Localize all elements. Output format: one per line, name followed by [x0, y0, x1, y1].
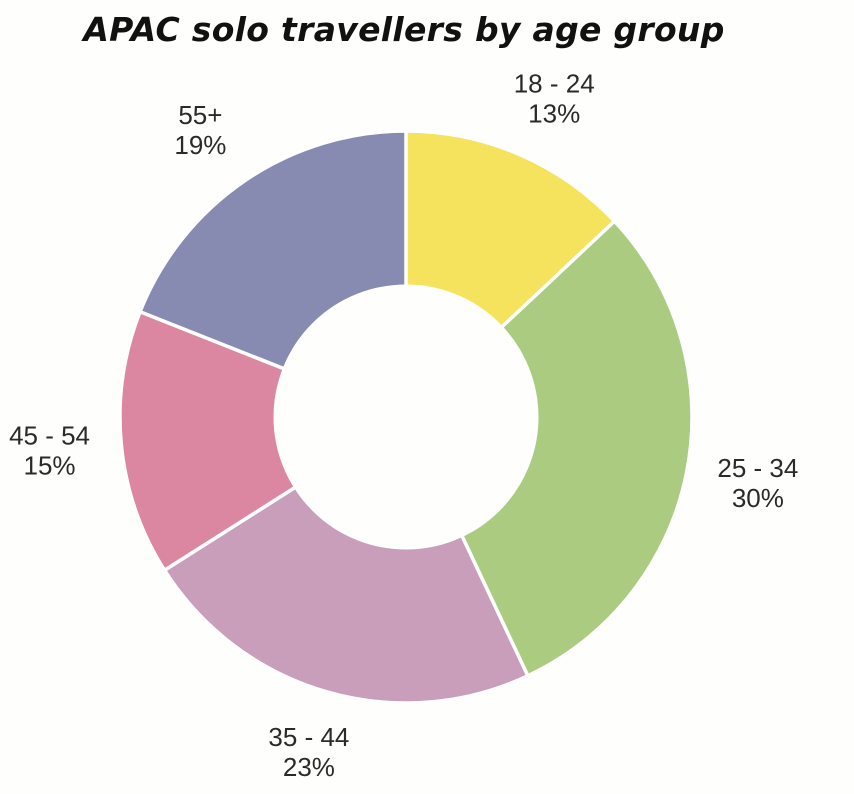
donut-hole [273, 284, 539, 550]
category-label: 25 - 34 [717, 453, 798, 483]
category-label: 35 - 44 [268, 722, 349, 752]
category-label: 18 - 24 [514, 69, 595, 99]
slice-labels: 18 - 24 13% 25 - 34 30% 35 - 44 23% 45 - 54 15%… [9, 69, 798, 783]
percent-label: 13% [528, 99, 580, 129]
chart-title: APAC solo travellers by age group [83, 10, 725, 49]
slice-label-35-44: 35 - 44 23% [268, 722, 349, 782]
slice-45-54 [118, 309, 408, 572]
slice-label-45-54: 45 - 54 15% [9, 421, 90, 481]
category-label: 55+ [178, 100, 222, 130]
slice-label-55: 55+ 19% [174, 100, 226, 160]
percent-label: 30% [732, 483, 784, 513]
percent-label: 15% [24, 451, 76, 481]
percent-label: 19% [174, 130, 226, 160]
slice-25-34 [404, 219, 694, 678]
slice-label-25-34: 25 - 34 30% [717, 453, 798, 513]
category-label: 45 - 54 [9, 421, 90, 451]
percent-label: 23% [283, 752, 335, 782]
slice-label-18-24: 18 - 24 13% [514, 69, 595, 129]
